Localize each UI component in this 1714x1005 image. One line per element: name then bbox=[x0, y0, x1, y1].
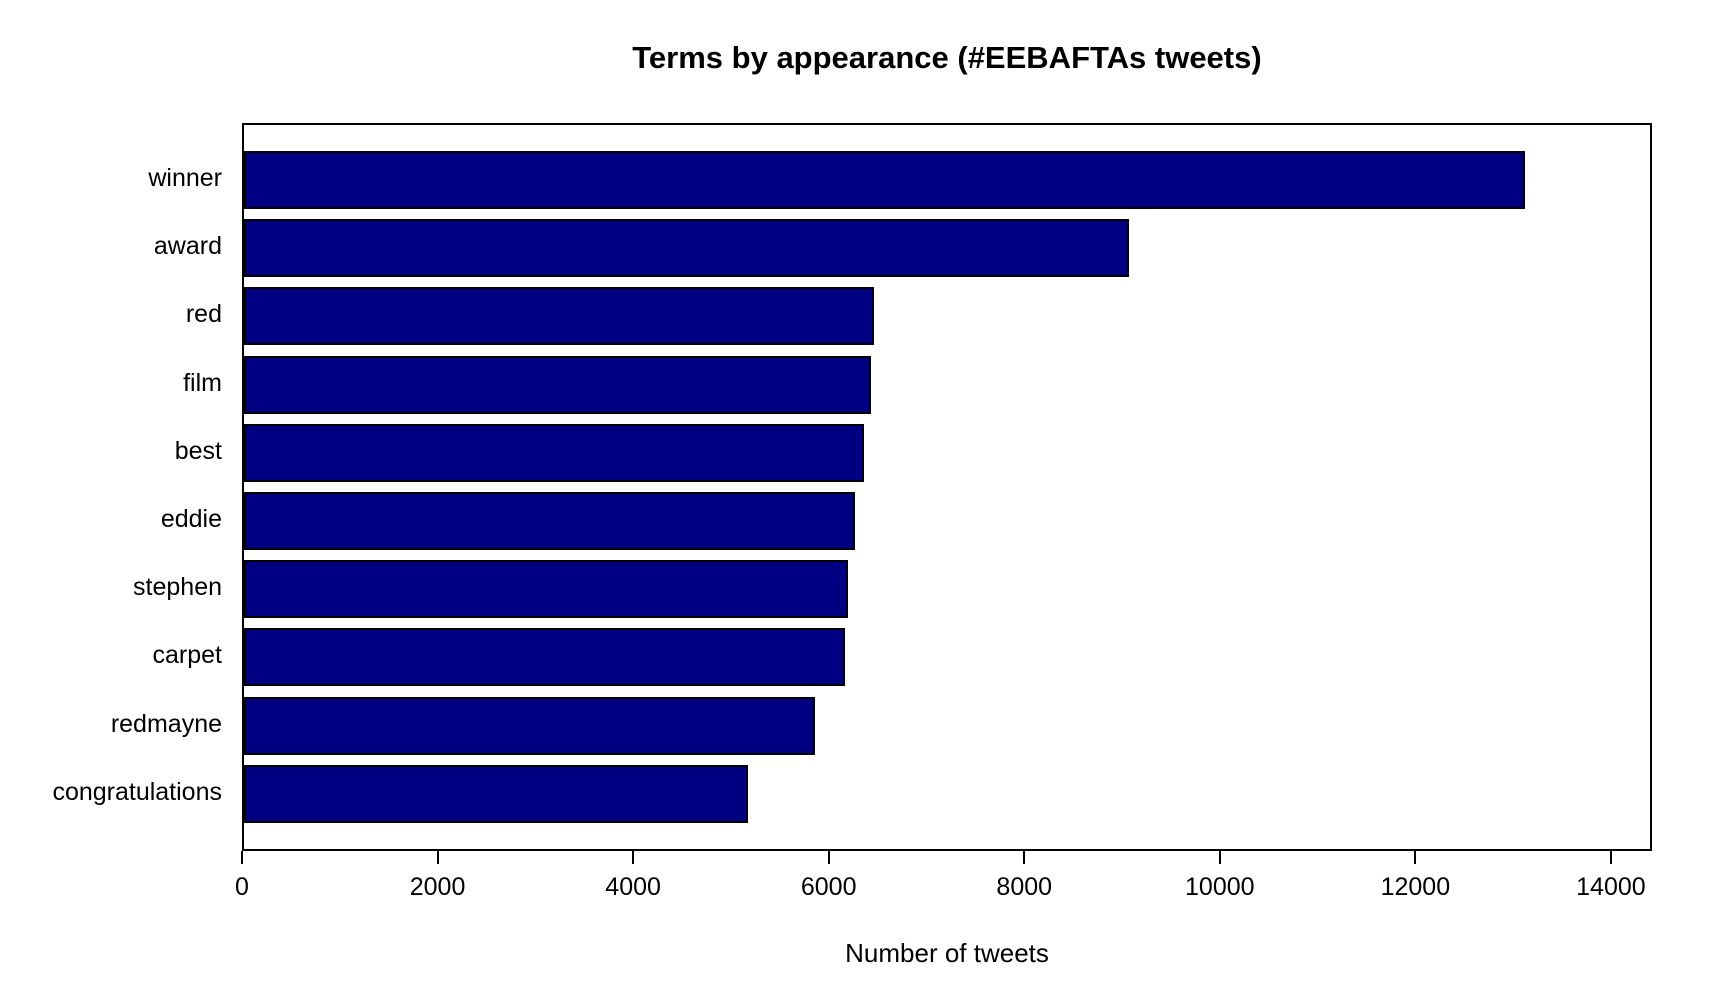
x-tick-mark bbox=[1023, 851, 1026, 864]
bar-award bbox=[244, 219, 1129, 278]
y-axis-labels: winner award red film best eddie stephen carpet… bbox=[0, 123, 222, 851]
x-tick-label: 4000 bbox=[605, 873, 661, 901]
x-tick-label: 14000 bbox=[1576, 873, 1646, 901]
bar-stephen bbox=[244, 560, 848, 619]
x-tick-label: 10000 bbox=[1185, 873, 1255, 901]
x-tick-label: 12000 bbox=[1380, 873, 1451, 901]
bar-winner bbox=[244, 151, 1525, 209]
chart-title: Terms by appearance (#EEBAFTAs tweets) bbox=[632, 40, 1262, 75]
category-label-stephen: stephen bbox=[133, 573, 222, 602]
x-tick-mark bbox=[241, 851, 243, 864]
category-label-redmayne: redmayne bbox=[110, 709, 222, 738]
bar-red bbox=[244, 287, 874, 346]
category-label-award: award bbox=[153, 232, 222, 261]
category-label-winner: winner bbox=[148, 164, 222, 192]
bar-film bbox=[244, 355, 871, 414]
category-label-red: red bbox=[185, 300, 222, 329]
plot-area bbox=[242, 123, 1652, 851]
x-tick-mark bbox=[1609, 851, 1612, 864]
category-label-carpet: carpet bbox=[152, 641, 222, 670]
bar-congratulations bbox=[244, 764, 748, 823]
x-tick-mark bbox=[436, 851, 439, 864]
bar-eddie bbox=[244, 492, 855, 550]
category-label-eddie: eddie bbox=[160, 505, 222, 533]
x-axis: 0 2000 4000 6000 8000 10000 12000 14000 bbox=[235, 851, 1652, 961]
x-axis-title: Number of tweets bbox=[845, 938, 1049, 968]
x-tick-label: 2000 bbox=[409, 873, 466, 901]
x-tick-label: 8000 bbox=[996, 873, 1053, 901]
bar-carpet bbox=[244, 628, 845, 687]
x-tick-mark bbox=[632, 851, 635, 864]
x-tick-label: 0 bbox=[235, 873, 249, 901]
bar-redmayne bbox=[244, 696, 815, 755]
x-tick-mark bbox=[827, 851, 830, 864]
category-label-best: best bbox=[174, 436, 222, 465]
bar-best bbox=[244, 423, 864, 482]
category-label-film: film bbox=[183, 368, 222, 397]
x-tick-mark bbox=[1414, 851, 1417, 864]
x-tick-label: 6000 bbox=[800, 873, 857, 901]
x-tick-mark bbox=[1218, 851, 1221, 864]
category-label-congratulations: congratulations bbox=[52, 777, 222, 806]
